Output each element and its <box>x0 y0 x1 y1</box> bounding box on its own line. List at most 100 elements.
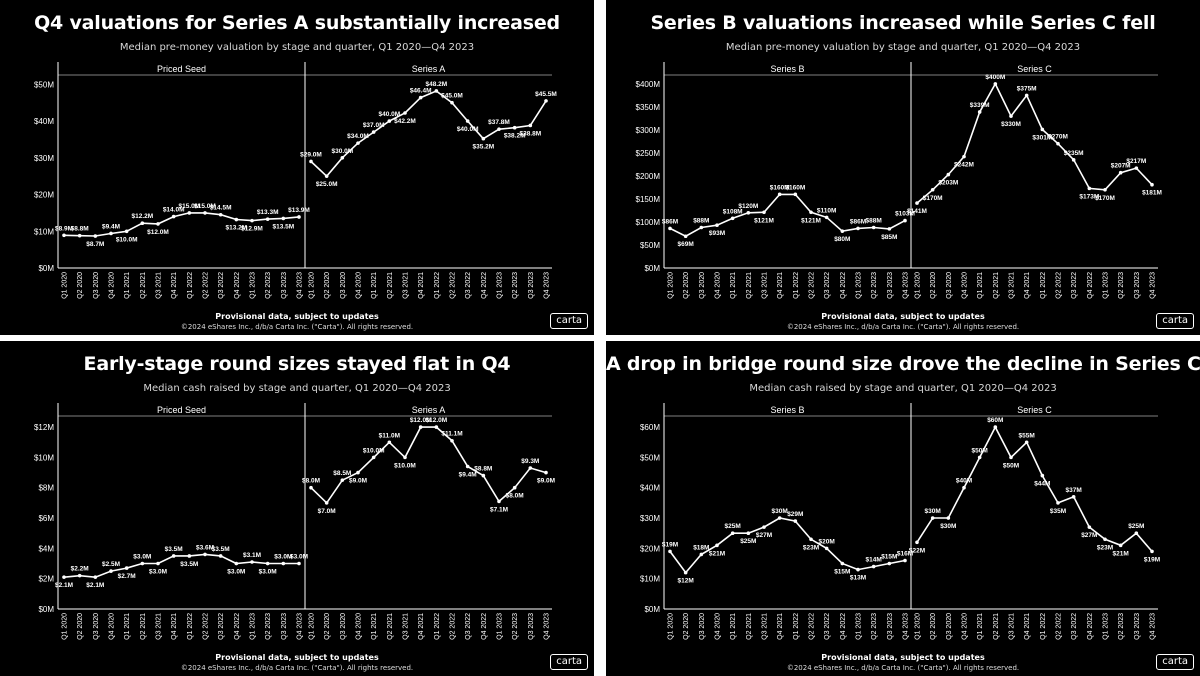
y-tick-label: $30M <box>640 514 660 523</box>
data-point <box>715 223 719 227</box>
data-point <box>1103 537 1107 542</box>
data-point <box>187 211 192 215</box>
data-label: $339M <box>970 102 990 109</box>
y-tick-label: $400M <box>636 80 661 89</box>
data-label: $86M <box>662 218 678 225</box>
x-tick-label: Q1 2022 <box>793 613 800 640</box>
data-label: $141M <box>907 208 927 215</box>
x-tick-label: Q1 2021 <box>124 613 131 640</box>
data-label: $15.0M <box>194 203 216 210</box>
data-point <box>1056 141 1060 146</box>
y-tick-label: $10M <box>640 575 660 584</box>
y-tick-label: $0M <box>644 605 660 614</box>
chart-svg: $0M $10M $20M $30M $40M $50M $60M Series B $19M Q… <box>640 403 1160 640</box>
y-tick-label: $0M <box>38 264 54 273</box>
x-tick-label: Q1 2022 <box>1040 272 1047 299</box>
data-label: $3.0M <box>227 569 245 576</box>
x-tick-label: Q1 2021 <box>730 272 737 299</box>
facet-label: Priced Seed <box>157 405 206 415</box>
x-tick-label: Q2 2021 <box>993 613 1000 640</box>
x-tick-label: Q4 2022 <box>481 613 488 640</box>
data-point <box>340 156 345 160</box>
data-label: $13.2M <box>225 225 247 232</box>
x-tick-label: Q4 2020 <box>962 272 969 299</box>
data-label: $12M <box>678 578 694 585</box>
data-label: $2.5M <box>102 561 120 568</box>
data-point <box>497 499 501 504</box>
data-label: $8.0M <box>506 493 524 500</box>
x-tick-label: Q3 2022 <box>1071 613 1078 640</box>
data-label: $34.0M <box>347 133 369 140</box>
data-point <box>1024 93 1029 98</box>
x-tick-label: Q1 2023 <box>497 272 504 299</box>
data-point <box>281 216 286 221</box>
data-label: $15M <box>834 569 850 576</box>
data-point <box>903 558 907 563</box>
x-tick-label: Q2 2020 <box>324 613 331 640</box>
x-tick-label: Q2 2022 <box>203 613 210 640</box>
data-label: $13.5M <box>272 223 294 230</box>
data-label: $19M <box>1144 556 1160 563</box>
data-point <box>403 111 407 115</box>
data-label: $181M <box>1142 190 1162 197</box>
data-label: $375M <box>1017 85 1037 92</box>
data-label: $160M <box>785 184 805 191</box>
series-line <box>63 212 300 237</box>
data-label: $3.5M <box>165 546 183 553</box>
x-tick-label: Q3 2022 <box>218 272 225 299</box>
data-point <box>1071 158 1076 162</box>
chart-title: Q4 valuations for Series A substantially… <box>34 12 560 34</box>
x-tick-label: Q4 2021 <box>171 613 178 640</box>
data-point <box>993 425 998 429</box>
data-label: $21M <box>1113 550 1129 557</box>
data-point <box>93 575 98 579</box>
y-tick-label: $200M <box>636 172 661 181</box>
data-point <box>450 438 454 443</box>
data-point <box>324 174 329 178</box>
data-label: $9.4M <box>459 472 477 479</box>
x-tick-label: Q4 2022 <box>481 272 488 299</box>
x-tick-label: Q1 2022 <box>793 272 800 299</box>
x-tick-label: Q2 2020 <box>324 272 331 299</box>
data-label: $80M <box>834 236 850 243</box>
data-point <box>930 187 935 192</box>
x-tick-label: Q4 2023 <box>544 613 551 640</box>
data-point <box>824 215 829 220</box>
data-point <box>930 516 935 520</box>
data-point <box>946 516 951 520</box>
data-label: $25.0M <box>316 181 338 188</box>
x-tick-label: Q1 2021 <box>977 613 984 640</box>
provisional-note: Provisional data, subject to updates <box>215 312 379 321</box>
data-point <box>793 519 798 523</box>
chart-title: A drop in bridge round size drove the de… <box>606 353 1200 375</box>
facet-label: Series A <box>412 405 446 415</box>
data-label: $14.5M <box>210 205 232 212</box>
facet-label: Series B <box>770 64 804 74</box>
facet-label: Series A <box>412 64 446 74</box>
data-label: $400M <box>985 74 1005 81</box>
data-label: $86M <box>850 218 866 225</box>
data-point <box>977 110 982 114</box>
data-point <box>481 473 486 478</box>
y-tick-label: $40M <box>640 484 660 493</box>
x-tick-label: Q1 2021 <box>124 272 131 299</box>
data-point <box>809 210 813 215</box>
data-point <box>683 234 688 239</box>
data-label: $37.8M <box>488 119 510 126</box>
data-label: $30M <box>925 508 941 515</box>
x-tick-label: Q4 2021 <box>418 272 425 299</box>
data-label: $3.0M <box>149 569 167 576</box>
x-tick-label: Q3 2021 <box>762 613 769 640</box>
data-label: $30.0M <box>331 148 353 155</box>
data-label: $10.0M <box>363 447 385 454</box>
data-label: $14.0M <box>163 207 185 214</box>
data-label: $12.2M <box>131 213 153 220</box>
y-tick-label: $20M <box>640 544 660 553</box>
x-tick-label: Q2 2022 <box>809 272 816 299</box>
x-tick-label: Q2 2020 <box>683 272 690 299</box>
copyright-note: ©2024 eShares Inc., d/b/a Carta Inc. ("C… <box>786 664 1020 672</box>
x-tick-label: Q3 2021 <box>156 272 163 299</box>
x-tick-label: Q1 2022 <box>187 272 194 299</box>
facet-label: Series C <box>1017 405 1052 415</box>
data-point <box>387 119 392 123</box>
